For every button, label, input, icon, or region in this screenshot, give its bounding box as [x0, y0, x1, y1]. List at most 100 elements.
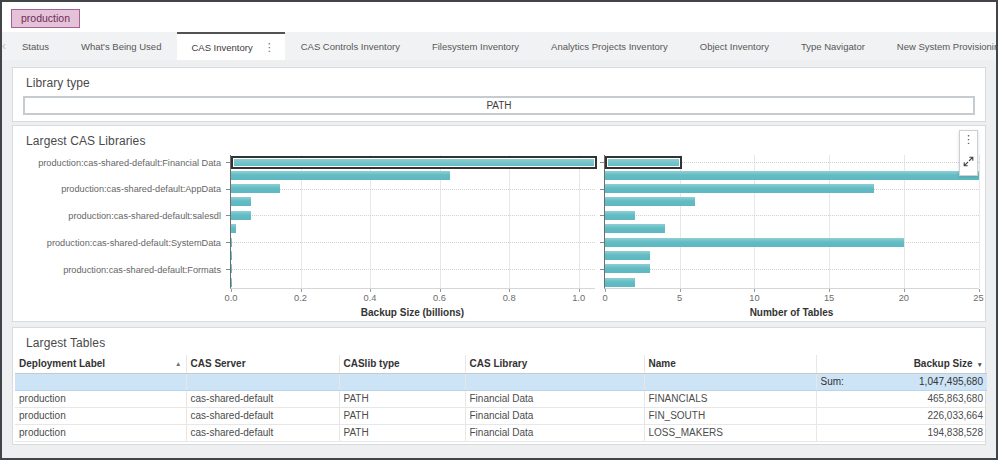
tab-label: Analytics Projects Inventory — [551, 41, 668, 52]
number-of-tables-plot: 0510152025 — [604, 155, 979, 289]
bar[interactable] — [605, 278, 635, 287]
sort-asc-icon[interactable]: ▲ — [175, 360, 181, 367]
table-cell: FINANCIALS — [644, 391, 816, 408]
x-axis-tick-label: 0.6 — [433, 293, 446, 303]
chart-title: Largest CAS Libraries — [13, 126, 985, 148]
bar[interactable] — [231, 224, 236, 233]
y-axis-tick — [600, 269, 604, 270]
sum-cell: Sum:1,047,495,680 — [816, 374, 987, 391]
tab-what-s-being-used[interactable]: What's Being Used — [65, 32, 178, 60]
bar[interactable] — [605, 224, 665, 233]
sum-label: Sum: — [821, 376, 844, 387]
production-filter-chip[interactable]: production — [11, 9, 80, 28]
library-type-panel: Library type PATH — [12, 67, 986, 122]
sum-row-empty-cell — [644, 374, 816, 391]
y-axis-tick — [226, 242, 230, 243]
filter-bar: production — [2, 2, 996, 32]
table-title: Largest Tables — [13, 328, 985, 350]
tab-filesystem-inventory[interactable]: Filesystem Inventory — [416, 32, 535, 60]
column-header-deployment-label[interactable]: Deployment Label▲ — [15, 355, 186, 374]
bar[interactable] — [231, 184, 280, 193]
tab-label: New System Provisioning — [897, 41, 998, 52]
y-axis-label: production:cas-shared-default:salesdl — [13, 211, 221, 221]
x-axis-tick-label: 0.4 — [364, 293, 377, 303]
table-cell: cas-shared-default — [186, 408, 339, 425]
table-cell: production — [15, 391, 186, 408]
table-cell: cas-shared-default — [186, 425, 339, 442]
table-cell: FIN_SOUTH — [644, 408, 816, 425]
bar[interactable] — [605, 171, 979, 180]
x-axis-tick-label: 25 — [973, 293, 983, 303]
y-axis-tick — [226, 162, 230, 163]
bar[interactable] — [605, 184, 874, 193]
tab-status[interactable]: Status — [6, 32, 65, 60]
tab-analytics-projects-inventory[interactable]: Analytics Projects Inventory — [535, 32, 684, 60]
x-axis-tick — [979, 289, 980, 292]
bar[interactable] — [605, 251, 650, 260]
y-axis-tick — [600, 215, 604, 216]
gridline — [231, 242, 595, 243]
column-header-cas-server[interactable]: CAS Server — [186, 355, 339, 374]
tab-label: Filesystem Inventory — [432, 41, 519, 52]
table-cell: PATH — [339, 391, 465, 408]
table-cell: 465,863,680 — [816, 391, 987, 408]
table-cell: PATH — [339, 425, 465, 442]
bar[interactable] — [605, 264, 650, 273]
x-axis-tick-label: 5 — [677, 293, 682, 303]
chart-menu-icon[interactable]: ⋮ — [963, 134, 974, 144]
bar[interactable] — [231, 251, 232, 260]
table-row[interactable]: productioncas-shared-defaultPATHFinancia… — [15, 425, 987, 442]
sum-row-empty-cell — [186, 374, 339, 391]
bar[interactable] — [231, 238, 232, 247]
sum-row[interactable]: Sum:1,047,495,680 — [15, 374, 987, 391]
bar[interactable] — [605, 211, 635, 220]
column-header-backup-size[interactable]: Backup Size ▼ — [816, 355, 987, 374]
x-axis-tick — [904, 289, 905, 292]
column-header-name[interactable]: Name — [644, 355, 816, 374]
bar[interactable] — [231, 264, 232, 273]
tab-object-inventory[interactable]: Object Inventory — [684, 32, 785, 60]
tab-label: Status — [22, 41, 49, 52]
y-axis-tick — [226, 269, 230, 270]
library-type-value-control[interactable]: PATH — [23, 96, 975, 115]
gridline — [231, 215, 595, 216]
bar[interactable] — [231, 171, 450, 180]
chart-expand-icon[interactable] — [963, 153, 974, 171]
bar[interactable] — [231, 197, 251, 206]
app-window: production ‹ StatusWhat's Being UsedCAS … — [0, 0, 998, 460]
column-header-label: Backup Size — [914, 358, 973, 369]
tab-list: Status What's Being Used CAS Inventory⋮CAS… — [6, 32, 998, 60]
sort-desc-icon[interactable]: ▼ — [977, 361, 983, 368]
table-row[interactable]: productioncas-shared-defaultPATHFinancia… — [15, 408, 987, 425]
tab-label: Object Inventory — [700, 41, 769, 52]
x-axis-tick — [605, 289, 606, 292]
table-cell: production — [15, 408, 186, 425]
bar[interactable] — [605, 197, 695, 206]
tab-cas-controls-inventory[interactable]: CAS Controls Inventory — [285, 32, 416, 60]
column-header-cas-library[interactable]: CAS Library — [465, 355, 644, 374]
bar[interactable] — [231, 278, 232, 287]
gridline — [231, 189, 595, 190]
y-axis-label: production:cas-shared-default:SystemData — [13, 238, 221, 248]
largest-tables-table: Deployment Label▲CAS ServerCASlib typeCA… — [15, 355, 987, 442]
tab-type-navigator[interactable]: Type Navigator — [785, 32, 881, 60]
tab-new-system-provisioning[interactable]: New System Provisioning — [881, 32, 998, 60]
x-axis-tick — [680, 289, 681, 292]
bar-selected[interactable] — [605, 156, 682, 169]
tab-cas-inventory[interactable]: CAS Inventory⋮ — [177, 32, 284, 60]
bar-selected[interactable] — [231, 156, 597, 169]
column-header-caslib-type[interactable]: CASlib type — [339, 355, 465, 374]
table-cell: 194,838,528 — [816, 425, 987, 442]
table-cell: Financial Data — [465, 391, 644, 408]
bar[interactable] — [605, 238, 904, 247]
tab-menu-kebab-icon[interactable]: ⋮ — [264, 41, 275, 54]
y-axis-tick — [226, 189, 230, 190]
table-row[interactable]: productioncas-shared-defaultPATHFinancia… — [15, 391, 987, 408]
y-axis-label: production:cas-shared-default:Financial … — [13, 158, 221, 168]
x-axis-tick-label: 0.8 — [503, 293, 516, 303]
x-axis-tick — [509, 289, 510, 292]
x-axis-tick-label: 1.0 — [572, 293, 585, 303]
tab-label: What's Being Used — [81, 41, 162, 52]
tab-label: Type Navigator — [801, 41, 865, 52]
bar[interactable] — [231, 211, 251, 220]
